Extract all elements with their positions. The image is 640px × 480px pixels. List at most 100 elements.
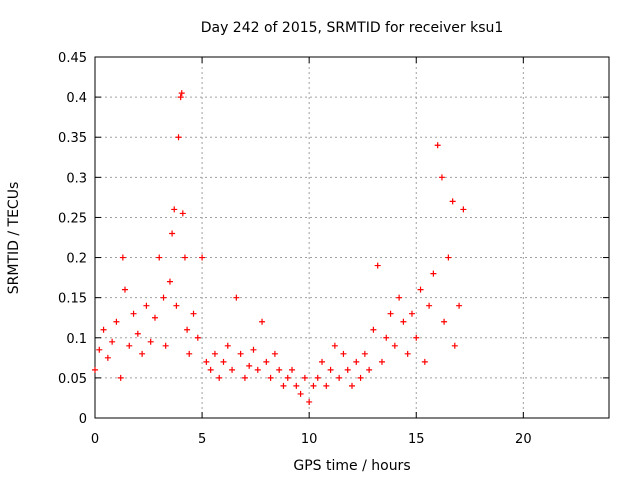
y-tick-label: 0.3 [66,171,87,186]
data-point [310,382,317,389]
data-point [117,374,124,381]
data-point [259,318,266,325]
data-point [175,134,182,141]
data-point [220,358,227,365]
data-point [119,254,126,261]
data-point [216,374,223,381]
y-tick-label: 0.15 [58,292,87,307]
y-tick-label: 0.2 [66,252,87,267]
data-point [383,334,390,341]
data-point [186,350,193,357]
data-point [276,366,283,373]
data-point [267,374,274,381]
grid-lines [95,57,609,418]
x-axis-label: GPS time / hours [293,458,410,474]
y-tick-label: 0.4 [66,91,87,106]
data-point [349,382,355,389]
plot-frame [94,56,610,419]
data-point [323,382,330,389]
data-point [357,374,364,381]
data-point [421,358,428,365]
data-point [417,286,424,293]
data-point [241,374,248,381]
y-tick-label: 0.35 [58,131,87,146]
data-point [92,366,98,373]
data-point [246,362,253,369]
data-point [211,350,218,357]
data-point [284,374,291,381]
data-point [263,358,270,365]
data-point [233,294,240,301]
data-point [344,366,351,373]
data-point [121,286,128,293]
data-point [430,270,437,277]
data-point [126,342,133,349]
data-point [331,342,338,349]
data-point [109,338,116,345]
y-axis-label: SRMTID / TECUs [6,182,22,295]
data-point [177,94,184,101]
data-point [207,366,214,373]
data-marks [92,90,467,405]
data-point [400,318,407,325]
data-point [391,342,398,349]
data-point [139,350,146,357]
data-point [156,254,163,261]
data-point [160,294,167,301]
data-point [404,350,411,357]
y-tick-label: 0.1 [66,332,87,347]
data-point [340,350,347,357]
data-point [280,382,287,389]
data-point [460,206,467,213]
data-point [327,366,334,373]
x-tick-label: 15 [408,432,425,447]
data-point [426,302,433,309]
x-tick-label: 20 [515,432,532,447]
data-point [250,346,257,353]
data-point [456,302,463,309]
data-point [147,338,154,345]
data-point [229,366,236,373]
data-point [237,350,244,357]
data-point [387,310,394,317]
data-point [445,254,452,261]
data-point [441,318,448,325]
data-point [96,346,103,353]
data-point [451,342,458,349]
data-point [224,342,231,349]
data-point [169,230,176,237]
data-point [361,350,368,357]
data-point [203,358,210,365]
data-point [378,358,385,365]
data-point [184,326,191,333]
data-point [293,382,300,389]
data-point [314,374,321,381]
data-point [113,318,120,325]
data-point [306,398,313,405]
y-tick-label: 0 [79,412,87,427]
data-point [449,198,456,205]
y-tick-label: 0.05 [58,372,87,387]
data-point [179,210,186,217]
x-tick-label: 0 [91,432,99,447]
data-point [434,142,441,149]
y-tick-label: 0.45 [58,51,87,66]
data-point [336,374,343,381]
data-point [134,330,141,337]
data-point [301,374,308,381]
data-point [353,358,360,365]
data-point [366,366,373,373]
data-point [171,206,178,213]
data-point [130,310,137,317]
data-point [413,334,420,341]
axis-ticks: 0 0.05 0.1 0.15 0.2 0.25 0.3 0.35 0.4 0.45 0 5 10 15 2… [58,51,609,447]
data-point [289,366,296,373]
data-point [319,358,326,365]
data-point [194,334,201,341]
data-point [100,326,107,333]
chart-title: Day 242 of 2015, SRMTID for receiver ksu… [201,20,504,36]
data-point [178,90,185,97]
data-point [408,310,415,317]
x-tick-label: 5 [198,432,206,447]
